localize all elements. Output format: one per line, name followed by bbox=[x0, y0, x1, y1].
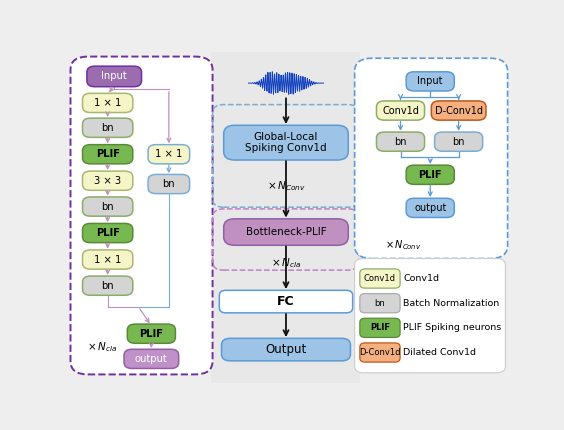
FancyBboxPatch shape bbox=[222, 338, 350, 361]
FancyBboxPatch shape bbox=[435, 132, 483, 151]
Text: $\times\,N_{cla}$: $\times\,N_{cla}$ bbox=[271, 257, 301, 270]
Text: PLIF Spiking neurons: PLIF Spiking neurons bbox=[403, 323, 501, 332]
FancyBboxPatch shape bbox=[406, 165, 454, 184]
FancyBboxPatch shape bbox=[355, 58, 508, 258]
Text: 3 × 3: 3 × 3 bbox=[94, 176, 121, 186]
Text: Global-Local
Spiking Conv1d: Global-Local Spiking Conv1d bbox=[245, 132, 327, 154]
Text: 1 × 1: 1 × 1 bbox=[94, 98, 121, 108]
Text: Conv1d: Conv1d bbox=[403, 274, 439, 283]
FancyBboxPatch shape bbox=[82, 276, 133, 295]
FancyBboxPatch shape bbox=[360, 294, 400, 313]
Text: $\times\,N_{Conv}$: $\times\,N_{Conv}$ bbox=[267, 179, 305, 193]
FancyBboxPatch shape bbox=[82, 171, 133, 190]
Text: bn: bn bbox=[452, 137, 465, 147]
FancyBboxPatch shape bbox=[127, 324, 175, 343]
Text: Input: Input bbox=[417, 77, 443, 86]
Text: bn: bn bbox=[102, 202, 114, 212]
Text: PLIF: PLIF bbox=[139, 329, 164, 339]
FancyBboxPatch shape bbox=[70, 57, 213, 375]
Text: Conv1d: Conv1d bbox=[382, 105, 419, 116]
FancyBboxPatch shape bbox=[224, 125, 349, 160]
Text: D-Conv1d: D-Conv1d bbox=[359, 348, 400, 357]
FancyBboxPatch shape bbox=[148, 144, 190, 164]
Text: 1 × 1: 1 × 1 bbox=[94, 255, 121, 264]
Text: D-Conv1d: D-Conv1d bbox=[435, 105, 483, 116]
Text: Output: Output bbox=[266, 343, 307, 356]
FancyBboxPatch shape bbox=[82, 93, 133, 113]
Text: PLIF: PLIF bbox=[96, 228, 120, 238]
FancyBboxPatch shape bbox=[82, 197, 133, 216]
FancyBboxPatch shape bbox=[82, 250, 133, 269]
Text: 1 × 1: 1 × 1 bbox=[155, 149, 183, 159]
FancyBboxPatch shape bbox=[148, 175, 190, 194]
FancyBboxPatch shape bbox=[124, 349, 179, 369]
FancyBboxPatch shape bbox=[82, 224, 133, 243]
FancyBboxPatch shape bbox=[360, 343, 400, 362]
FancyBboxPatch shape bbox=[406, 72, 454, 91]
Text: Dilated Conv1d: Dilated Conv1d bbox=[403, 348, 476, 357]
Text: output: output bbox=[414, 203, 447, 213]
FancyBboxPatch shape bbox=[82, 118, 133, 137]
Bar bbox=[212, 52, 360, 383]
FancyBboxPatch shape bbox=[219, 290, 352, 313]
FancyBboxPatch shape bbox=[431, 101, 486, 120]
Text: Input: Input bbox=[102, 71, 127, 81]
Text: PLIF: PLIF bbox=[370, 323, 390, 332]
FancyBboxPatch shape bbox=[355, 258, 505, 373]
Text: FC: FC bbox=[277, 295, 295, 308]
Text: bn: bn bbox=[374, 299, 385, 308]
Text: bn: bn bbox=[102, 123, 114, 133]
Text: Conv1d: Conv1d bbox=[364, 274, 396, 283]
Text: bn: bn bbox=[394, 137, 407, 147]
Text: Batch Normalization: Batch Normalization bbox=[403, 299, 499, 308]
Text: $\times\,N_{cla}$: $\times\,N_{cla}$ bbox=[87, 340, 117, 354]
FancyBboxPatch shape bbox=[377, 101, 425, 120]
FancyBboxPatch shape bbox=[360, 269, 400, 288]
FancyBboxPatch shape bbox=[87, 66, 142, 87]
Text: Bottleneck-PLIF: Bottleneck-PLIF bbox=[246, 227, 327, 237]
Text: PLIF: PLIF bbox=[418, 170, 442, 180]
Text: PLIF: PLIF bbox=[96, 149, 120, 159]
FancyBboxPatch shape bbox=[360, 318, 400, 338]
FancyBboxPatch shape bbox=[377, 132, 425, 151]
FancyBboxPatch shape bbox=[82, 144, 133, 164]
Text: output: output bbox=[135, 354, 168, 364]
FancyBboxPatch shape bbox=[224, 219, 349, 245]
Text: bn: bn bbox=[102, 281, 114, 291]
FancyBboxPatch shape bbox=[406, 198, 454, 218]
Text: bn: bn bbox=[162, 179, 175, 189]
Text: $\times\,N_{Conv}$: $\times\,N_{Conv}$ bbox=[385, 238, 422, 252]
